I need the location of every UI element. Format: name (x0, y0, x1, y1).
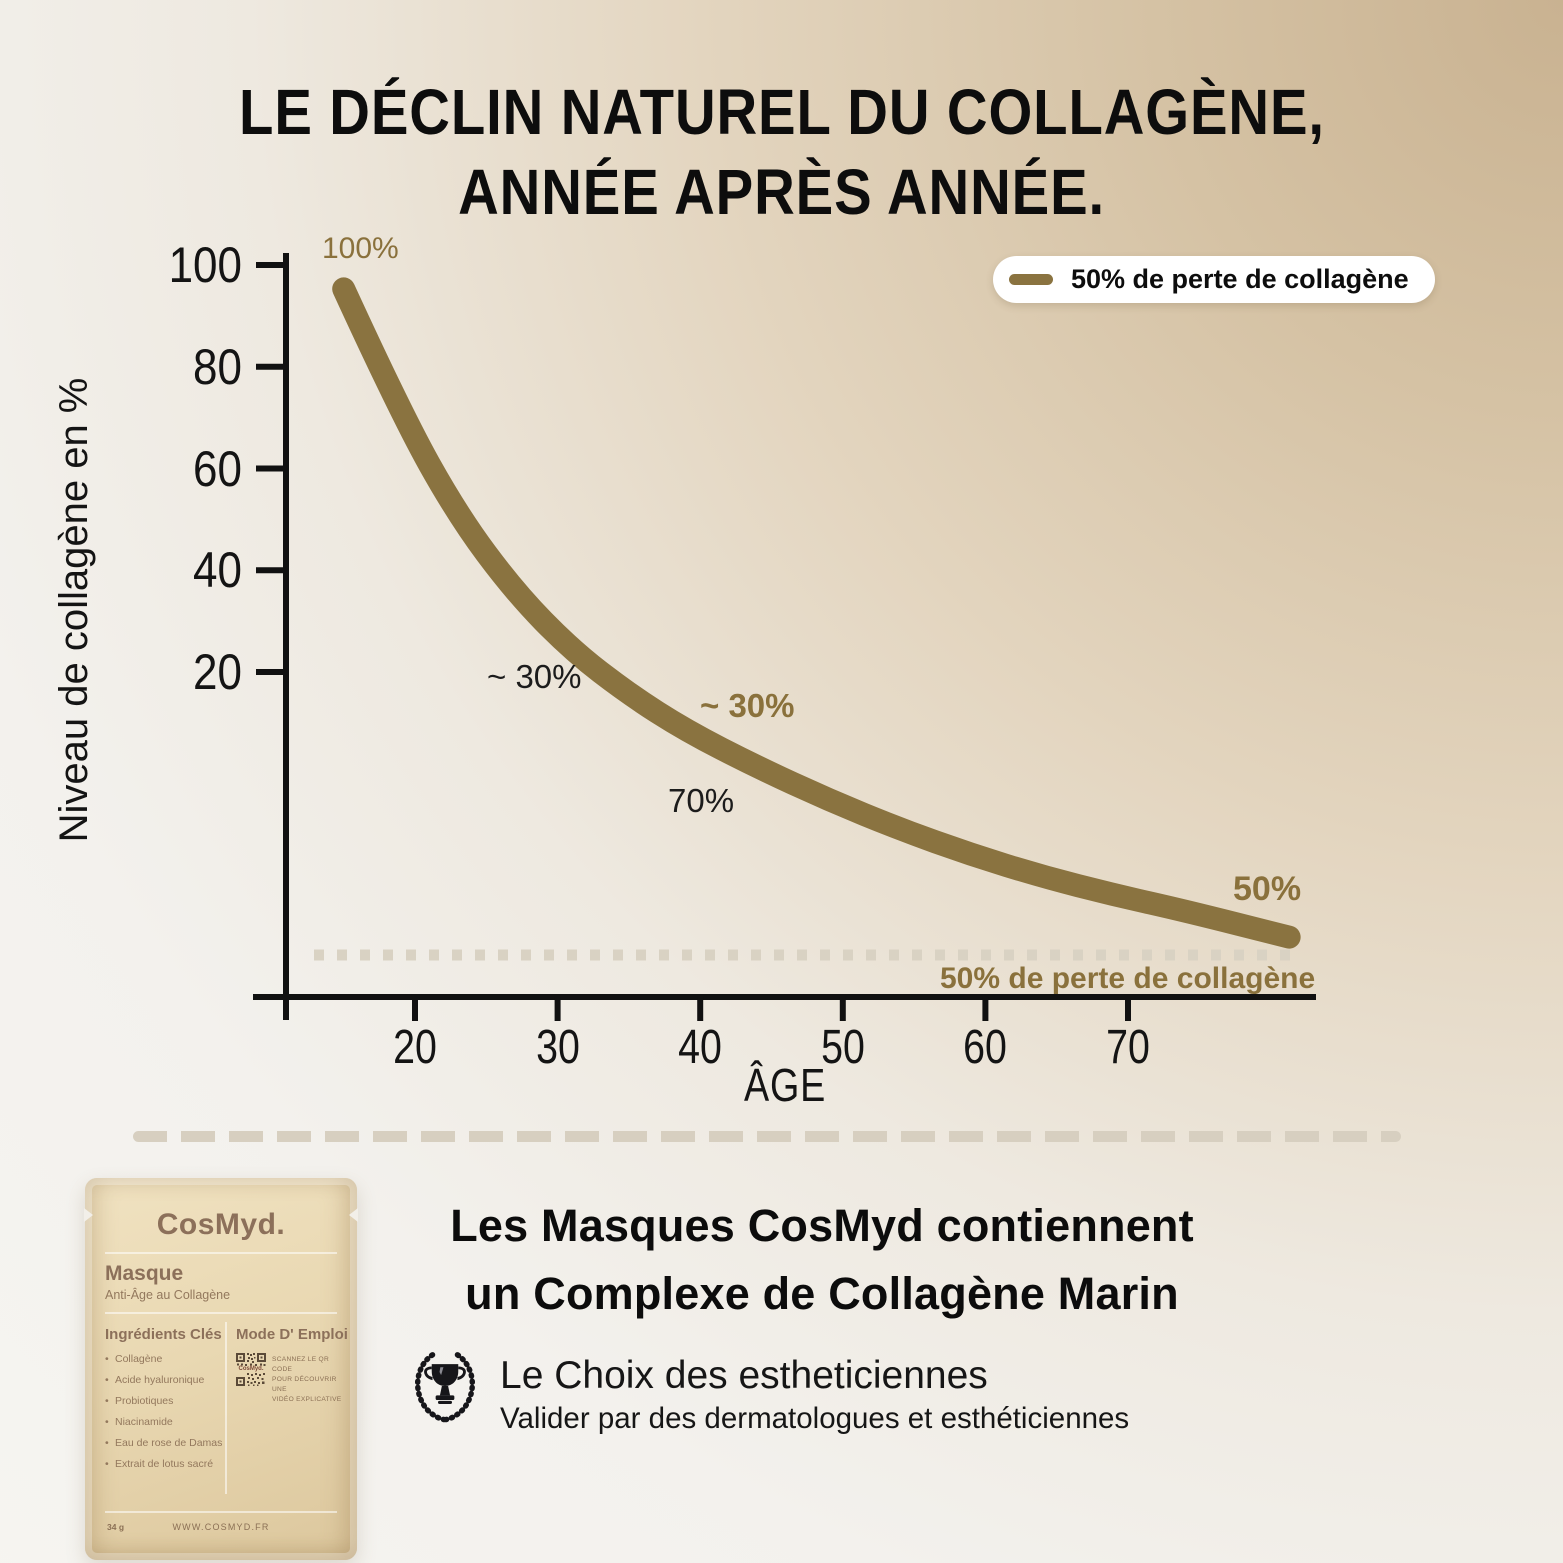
packet-brand: CosMyd. (156, 1208, 286, 1241)
qr-code-top (236, 1353, 266, 1366)
laurel-trophy-icon (414, 1352, 476, 1423)
ingredients-header: Ingrédients Clés (105, 1326, 222, 1343)
ingredient-item: Collagène (105, 1353, 217, 1365)
endorsement-choice: Le Choix des estheticiennes (500, 1354, 988, 1397)
product-packet: CosMyd. Masque Anti-Âge au Collagène Ing… (84, 1178, 358, 1560)
x-tick-label: 70 (1106, 1021, 1150, 1074)
title-line-2: ANNÉE APRÈS ANNÉE. (458, 156, 1105, 228)
usage-header: Mode D' Emploi (236, 1326, 348, 1343)
legend: 50% de perte de collagène (993, 256, 1435, 303)
tear-notch-left (84, 1208, 93, 1222)
y-axis-title: Niveau de collagène en % (52, 377, 96, 843)
qr-instructions: Scannez le QR code pour découvrir une vi… (272, 1356, 342, 1403)
baseline-label: 50% de perte de collagène (940, 962, 1316, 995)
y-tick-label: 80 (193, 338, 242, 395)
packet-weight: 34 g (107, 1522, 125, 1532)
tick-marks (256, 262, 1131, 1021)
ingredient-item: Niacinamide (105, 1416, 217, 1428)
x-tick-label: 50 (820, 1021, 865, 1074)
legend-line-swatch (1009, 274, 1053, 285)
annotation-approx-30pct-dark: ~ 30% (487, 658, 582, 695)
packet-divider (105, 1252, 337, 1254)
annotation-100pct: 100% (322, 232, 399, 265)
packet-divider (105, 1312, 337, 1314)
qr-code: CosMyd. (236, 1353, 266, 1405)
x-tick-label: 60 (963, 1021, 1008, 1074)
endorsement-text: Le Choix des estheticiennes Valider par … (500, 1344, 1129, 1436)
annotation-50pct: 50% (1233, 870, 1302, 908)
y-tick-label: 20 (193, 644, 242, 700)
packet-product-type: Masque (105, 1262, 184, 1285)
x-axis-title: ÂGE (743, 1059, 827, 1111)
x-tick-label: 20 (393, 1021, 437, 1074)
section-divider (133, 1131, 1401, 1142)
collagen-curve (332, 277, 1301, 949)
qr-brand-caption: CosMyd. (238, 1366, 264, 1372)
y-tick-label: 40 (193, 542, 242, 599)
ingredients-list: Collagène Acide hyaluronique Probiotiques N… (105, 1353, 222, 1470)
ingredient-item: Eau de rose de Damas (105, 1437, 222, 1449)
x-tick-label: 40 (678, 1021, 723, 1074)
y-tick-label: 100 (168, 237, 242, 293)
ingredient-item: Extrait de lotus sacré (105, 1458, 217, 1470)
endorsement-validation: Valider par des dermatologues et esthéti… (500, 1402, 1130, 1435)
claims-section: Les Masques CosMyd contiennent un Comple… (382, 1192, 1262, 1436)
ingredient-item: Probiotiques (105, 1395, 217, 1407)
packet-product-subtitle: Anti-Âge au Collagène (105, 1288, 231, 1302)
packet-footer: 34 g WWW.COSMYD.FR (105, 1511, 337, 1538)
title-line-1: LE DÉCLIN NATUREL DU COLLAGÈNE, (238, 76, 1325, 148)
claims-headline: Les Masques CosMyd contiennent un Comple… (450, 1200, 1194, 1319)
page-title: LE DÉCLIN NATUREL DU COLLAGÈNE, ANNÉE AP… (0, 72, 1563, 232)
packet-website: WWW.COSMYD.FR (172, 1522, 270, 1532)
tear-notch-right (349, 1208, 358, 1222)
annotation-approx-30pct-gold: ~ 30% (700, 687, 795, 724)
annotation-70pct: 70% (668, 782, 735, 819)
ingredient-item: Acide hyaluronique (105, 1374, 217, 1386)
legend-label: 50% de perte de collagène (1071, 264, 1409, 294)
qr-code-bottom (236, 1373, 265, 1386)
x-tick-label: 30 (535, 1021, 580, 1074)
y-tick-label: 60 (193, 440, 242, 497)
